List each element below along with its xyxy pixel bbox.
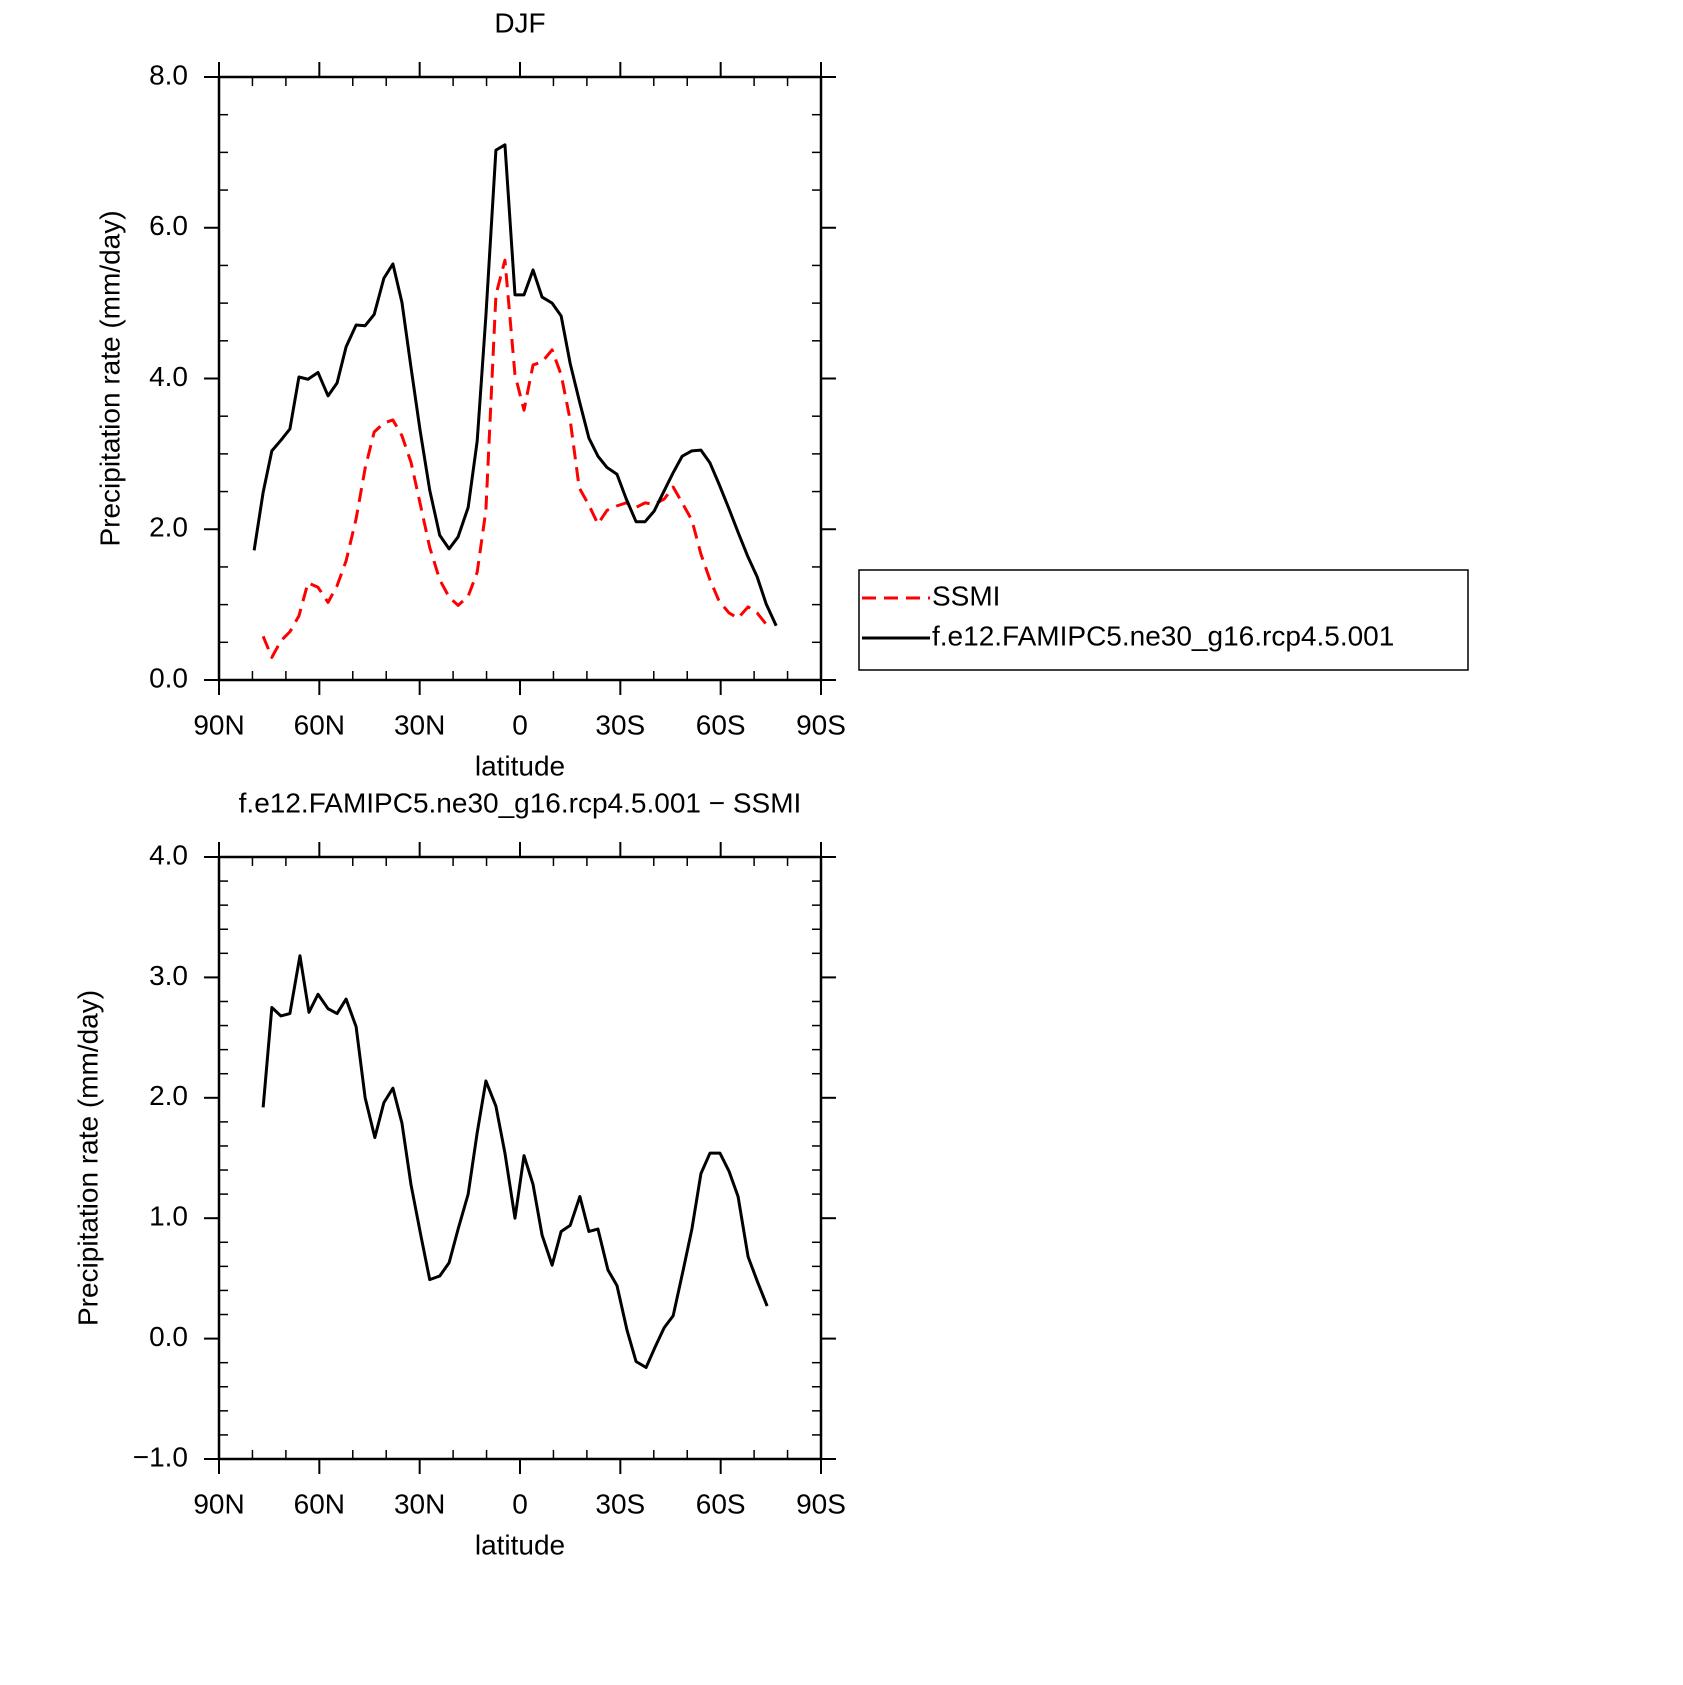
y-axis-label: Precipitation rate (mm/day): [72, 990, 103, 1326]
y-tick-label: 4.0: [149, 839, 188, 870]
data-line: [252, 143, 778, 627]
data-line: [261, 258, 768, 659]
y-axis-label: Precipitation rate (mm/day): [94, 210, 125, 546]
x-tick-label: 30N: [394, 709, 445, 740]
x-tick-label: 90N: [193, 1488, 244, 1519]
x-tick-label: 60N: [294, 1488, 345, 1519]
x-tick-label: 60S: [696, 1488, 746, 1519]
x-tick-label: 60N: [294, 709, 345, 740]
x-tick-label: 90N: [193, 709, 244, 740]
y-tick-label: 0.0: [149, 662, 188, 693]
plot-frame: [217, 855, 823, 1461]
chart-title: f.e12.FAMIPC5.ne30_g16.rcp4.5.001 − SSMI: [239, 787, 802, 818]
y-tick-label: 6.0: [149, 210, 188, 241]
x-tick-label: 30S: [595, 1488, 645, 1519]
x-tick-label: 60S: [696, 709, 746, 740]
y-tick-label: 2.0: [149, 1080, 188, 1111]
data-line: [261, 954, 769, 1369]
x-tick-label: 0: [512, 709, 528, 740]
legend-label: f.e12.FAMIPC5.ne30_g16.rcp4.5.001: [932, 620, 1394, 651]
legend-label: SSMI: [932, 580, 1000, 611]
y-tick-label: 1.0: [149, 1201, 188, 1232]
x-tick-label: 90S: [796, 1488, 846, 1519]
x-tick-label: 0: [512, 1488, 528, 1519]
y-tick-label: 3.0: [149, 960, 188, 991]
y-tick-label: 2.0: [149, 512, 188, 543]
y-tick-label: 4.0: [149, 361, 188, 392]
y-tick-label: −1.0: [133, 1441, 188, 1472]
x-axis-label: latitude: [475, 1529, 565, 1560]
x-tick-label: 90S: [796, 709, 846, 740]
plot-frame: [217, 75, 823, 682]
x-tick-label: 30S: [595, 709, 645, 740]
x-tick-label: 30N: [394, 1488, 445, 1519]
y-tick-label: 0.0: [149, 1321, 188, 1352]
y-tick-label: 8.0: [149, 59, 188, 90]
chart-title: DJF: [494, 7, 545, 38]
legend-box: [858, 569, 1469, 671]
x-axis-label: latitude: [475, 750, 565, 781]
